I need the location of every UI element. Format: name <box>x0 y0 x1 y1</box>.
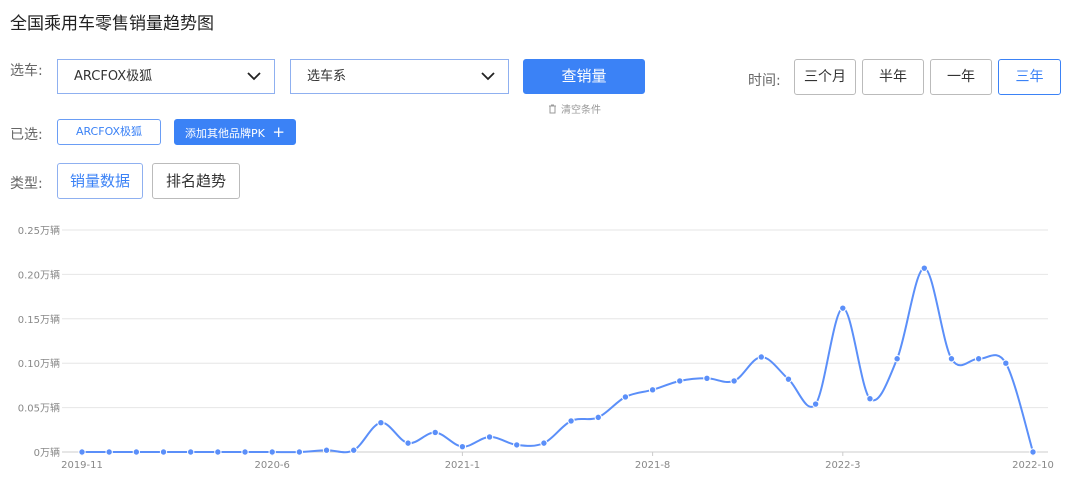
data-point <box>214 448 222 456</box>
brand-select-value: ARCFOX极狐 <box>74 69 153 84</box>
data-point <box>377 418 385 427</box>
data-point <box>350 446 358 454</box>
data-point <box>974 355 983 363</box>
data-point <box>132 448 141 456</box>
y-tick-label: 0.25万辆 <box>18 224 60 237</box>
data-point <box>458 442 467 451</box>
data-point <box>1002 359 1010 367</box>
data-point <box>866 395 874 403</box>
add-brand-pk-label: 添加其他品牌PK <box>185 127 265 140</box>
type-label: 类型: <box>10 176 43 192</box>
time-label: 时间: <box>748 73 781 89</box>
time-option-3-years[interactable]: 三年 <box>998 59 1061 95</box>
y-tick-label: 0万辆 <box>34 446 60 459</box>
x-tick-label: 2019-11 <box>61 460 103 471</box>
clear-conditions-label: 清空条件 <box>561 105 601 116</box>
data-point <box>676 377 684 385</box>
data-point <box>105 448 113 456</box>
x-tick-label: 2021-8 <box>635 460 670 471</box>
type-option-ranking[interactable]: 排名趋势 <box>152 163 240 199</box>
chevron-down-icon <box>247 72 261 81</box>
x-tick-label: 2020-6 <box>254 460 289 471</box>
data-point <box>839 304 847 312</box>
data-point <box>1029 448 1037 456</box>
data-point <box>920 264 929 272</box>
data-point <box>784 375 793 383</box>
y-tick-label: 0.05万辆 <box>18 402 60 415</box>
data-point <box>621 393 630 401</box>
type-option-sales[interactable]: 销量数据 <box>57 163 143 199</box>
data-point <box>78 448 86 456</box>
data-point <box>322 446 331 454</box>
y-tick-label: 0.15万辆 <box>18 313 60 326</box>
data-point <box>811 400 820 408</box>
add-brand-pk-button[interactable]: 添加其他品牌PK + <box>174 119 296 145</box>
data-point <box>431 428 439 437</box>
trash-icon <box>549 104 556 113</box>
data-point <box>404 439 412 447</box>
page-title: 全国乘用车零售销量趋势图 <box>10 14 214 34</box>
clear-conditions-button[interactable]: 清空条件 <box>548 101 601 116</box>
data-point <box>648 386 657 394</box>
data-point <box>757 353 765 361</box>
series-select-placeholder: 选车系 <box>307 69 347 84</box>
series-select[interactable]: 选车系 <box>290 59 509 94</box>
y-tick-label: 0.10万辆 <box>18 357 60 370</box>
data-point <box>513 441 521 449</box>
data-point <box>485 433 494 441</box>
brand-select[interactable]: ARCFOX极狐 <box>57 59 275 94</box>
plus-icon: + <box>272 123 285 141</box>
x-tick-label: 2021-1 <box>445 460 480 471</box>
data-point <box>159 448 168 456</box>
x-tick-label: 2022-3 <box>825 460 860 471</box>
data-point <box>186 448 195 456</box>
y-tick-label: 0.20万辆 <box>18 268 60 281</box>
x-tick-label: 2022-10 <box>1012 460 1054 471</box>
series-line <box>82 267 1034 454</box>
time-option-3-months[interactable]: 三个月 <box>794 59 856 95</box>
selected-brand-tag[interactable]: ARCFOX极狐 <box>57 119 161 145</box>
chevron-down-icon <box>481 72 495 81</box>
car-label: 选车: <box>10 63 43 79</box>
data-point <box>730 377 738 385</box>
time-option-half-year[interactable]: 半年 <box>862 59 924 95</box>
data-point <box>540 439 548 447</box>
data-point <box>703 374 711 382</box>
data-point <box>567 417 575 425</box>
data-point <box>893 355 901 363</box>
query-sales-button[interactable]: 查销量 <box>523 59 645 94</box>
data-point <box>594 413 602 422</box>
selected-label: 已选: <box>10 127 43 143</box>
data-point <box>241 448 249 456</box>
data-point <box>295 448 304 456</box>
time-option-1-year[interactable]: 一年 <box>930 59 992 95</box>
data-point <box>268 448 276 456</box>
data-point <box>947 355 956 363</box>
